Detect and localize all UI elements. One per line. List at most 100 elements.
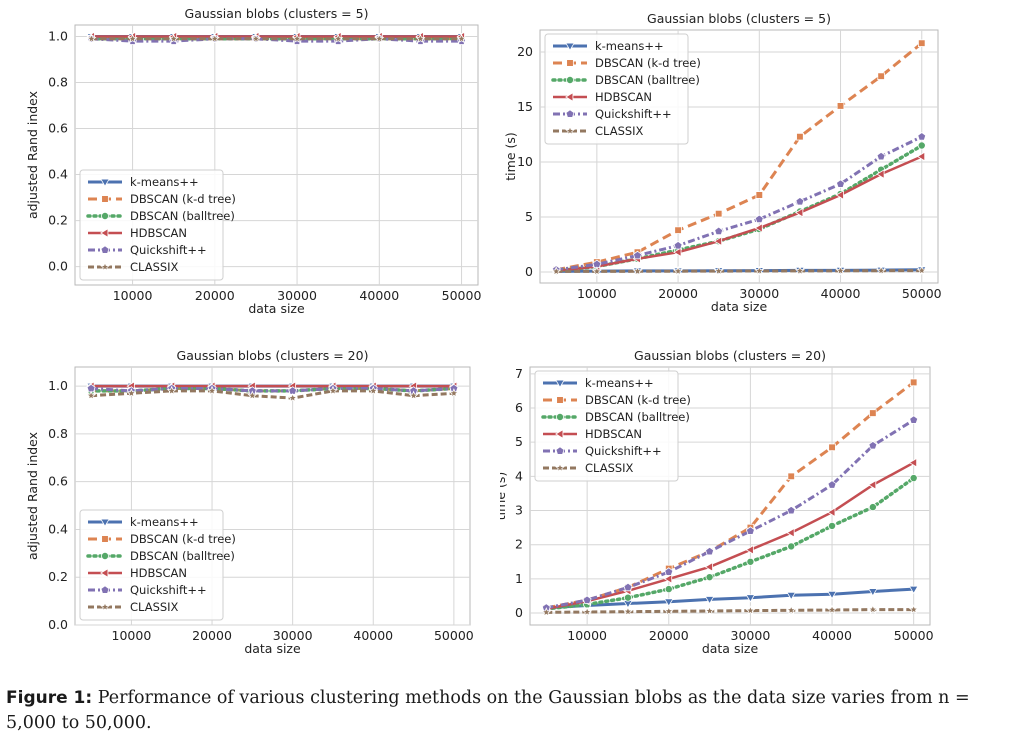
data-point [867,588,878,597]
data-point [448,388,459,398]
x-axis-label: data size [244,641,301,656]
y-tick-label: 1.0 [48,29,68,44]
data-point [876,265,887,275]
y-tick-label: 4 [515,468,523,483]
data-point [166,385,177,396]
data-point [917,39,926,47]
legend-marker [100,518,110,527]
x-tick-label: 20000 [658,286,698,301]
y-tick-label: 0.0 [48,259,68,274]
y-tick-label: 1.0 [48,378,68,393]
legend-label: DBSCAN (balltree) [130,549,235,563]
data-point [868,503,877,512]
series-line [555,135,923,272]
x-tick-label: 30000 [731,628,771,643]
y-tick-label: 0 [525,264,533,279]
y-tick-label: 10 [517,154,533,169]
data-point [714,209,723,218]
data-point [582,595,592,604]
data-point [916,265,927,275]
series-line [556,269,922,273]
data-point [908,457,918,468]
x-tick-label: 50000 [902,286,942,301]
legend-marker [100,585,110,594]
y-axis-label: time (s) [503,132,518,180]
data-point [754,265,765,276]
data-point [664,567,674,576]
x-tick-label: 40000 [359,288,399,303]
chart-title: Gaussian blobs (clusters = 5) [647,11,831,26]
data-point [713,265,724,276]
legend-marker [101,535,109,543]
legend-label: Quickshift++ [130,583,207,597]
data-point [794,265,805,276]
data-point [916,151,926,162]
data-point [827,604,837,615]
legend-item: CLASSIX [543,461,634,475]
x-axis-label: data size [702,641,759,656]
x-axis-label: data size [248,301,305,316]
chart-time-5: 10000 20000 30000 40000 50000 0 5 10 15 20 Gaussia… [503,11,942,314]
legend-marker [100,601,110,612]
data-point [247,390,258,400]
legend-item: CLASSIX [88,260,179,274]
data-point [541,607,552,617]
data-point [168,33,179,44]
data-point [827,590,837,600]
series-5 [551,265,927,276]
x-tick-label: 10000 [113,288,153,303]
legend-box [544,33,689,145]
legend-item: DBSCAN (k-d tree) [88,192,236,206]
legend-item: HDBSCAN [88,566,187,580]
y-tick-label: 0.4 [48,167,68,182]
x-tick-label: 10000 [567,628,607,643]
data-point [591,266,602,276]
data-point [917,141,926,150]
y-tick-label: 0.8 [48,75,68,90]
chart-ari-5: 10000 20000 30000 40000 50000 0.0 0.2 0.4 0.6 0.8… [25,6,481,316]
data-point [908,604,919,614]
legend-label: CLASSIX [130,260,179,274]
series-5 [86,385,459,403]
legend-item: CLASSIX [88,600,179,614]
data-point [876,151,886,161]
data-point [292,33,303,44]
legend-item: k-means++ [543,376,654,390]
legend-marker [556,396,564,404]
data-point [828,443,836,452]
data-point [745,605,756,615]
y-tick-label: 7 [515,366,523,381]
legend-label: k-means++ [585,376,654,390]
legend-marker [100,178,110,187]
data-point [835,265,846,276]
data-point [673,240,683,250]
data-point [828,521,837,530]
caption-text: Performance of various clustering method… [6,688,970,733]
data-point [795,196,805,206]
legend-label: CLASSIX [130,600,179,614]
legend-marker [555,429,564,439]
y-tick-label: 0.2 [48,569,68,584]
legend-item: DBSCAN (balltree) [86,209,235,223]
legend-marker [565,125,575,136]
y-tick-label: 15 [517,99,533,114]
series-5 [541,604,919,617]
legend-label: k-means++ [595,39,664,53]
x-tick-label: 20000 [649,628,689,643]
x-tick-label: 20000 [192,628,232,643]
x-axis-label: data size [711,299,768,314]
x-tick-label: 50000 [894,628,934,643]
legend-label: HDBSCAN [595,90,652,104]
legend-marker [100,245,110,254]
legend-item: k-means++ [88,515,199,529]
legend-box [79,509,224,621]
data-point [632,266,643,276]
data-point [673,247,682,258]
x-tick-label: 20000 [195,288,235,303]
legend: k-means++ DBSCAN (k-d tree) DBSCAN (balltr… [79,509,236,621]
legend-item: Quickshift++ [553,107,672,121]
data-point [876,169,885,179]
data-point [745,594,756,603]
y-tick-label: 0.0 [48,617,68,632]
legend: k-means++ DBSCAN (k-d tree) DBSCAN (balltr… [544,33,701,145]
